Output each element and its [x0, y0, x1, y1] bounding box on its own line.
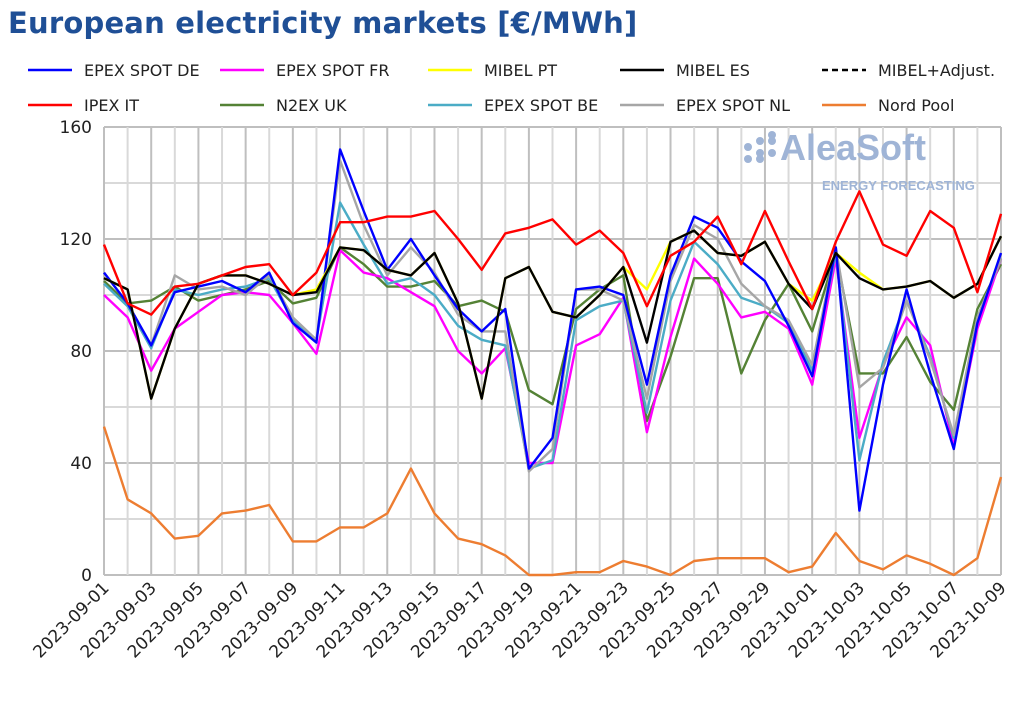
series-line-mibel-es [103, 229, 1003, 400]
legend-label: MIBEL PT [484, 61, 557, 80]
watermark-dot [768, 149, 776, 157]
legend-label: EPEX SPOT NL [676, 96, 790, 115]
watermark-tagline: ENERGY FORECASTING [822, 178, 975, 193]
legend-label: EPEX SPOT DE [84, 61, 200, 80]
legend-label: Nord Pool [878, 96, 954, 115]
series-line-nord-pool [102, 426, 1003, 577]
watermark-dot [768, 131, 776, 139]
series-line-epex-spot-de [103, 148, 1003, 512]
watermark-dot [744, 143, 752, 151]
series-line-epex-spot-be [103, 201, 1003, 470]
y-tick-label: 120 [60, 230, 92, 250]
legend-label: EPEX SPOT FR [276, 61, 390, 80]
y-tick-label: 0 [81, 566, 92, 586]
series-line-epex-spot-nl [103, 159, 1003, 473]
watermark-dot [744, 155, 752, 163]
legend-label: MIBEL+Adjust. [878, 61, 995, 80]
watermark-dot [756, 155, 764, 163]
series-line-epex-spot-fr [103, 248, 1003, 465]
y-tick-label: 80 [70, 342, 92, 362]
watermark-dot [756, 137, 764, 145]
legend-label: EPEX SPOT BE [484, 96, 598, 115]
watermark-dot [756, 149, 764, 157]
series-line-ipex-it [102, 190, 1003, 316]
chart-title: European electricity markets [€/MWh] [8, 6, 638, 40]
watermark-dot [768, 137, 776, 145]
y-tick-label: 160 [60, 118, 92, 138]
legend-label: N2EX UK [276, 96, 347, 115]
legend-label: IPEX IT [84, 96, 139, 115]
aleasoft-watermark [744, 131, 776, 163]
legend-label: MIBEL ES [676, 61, 750, 80]
watermark-brand: AleaSoft [780, 127, 926, 168]
y-tick-label: 40 [70, 454, 92, 474]
